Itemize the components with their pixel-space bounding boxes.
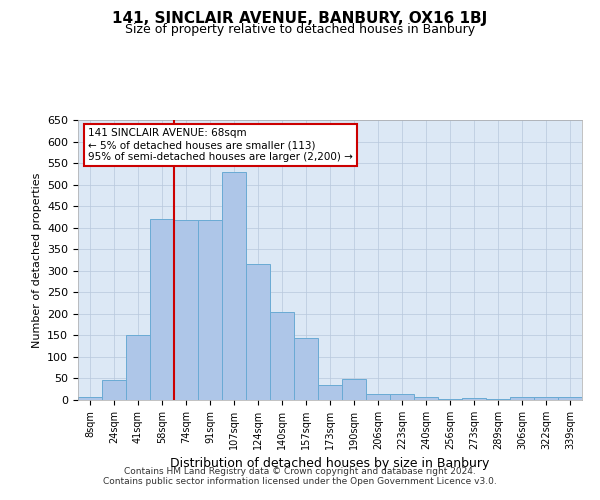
X-axis label: Distribution of detached houses by size in Banbury: Distribution of detached houses by size … (170, 458, 490, 470)
Text: Contains HM Land Registry data © Crown copyright and database right 2024.: Contains HM Land Registry data © Crown c… (124, 467, 476, 476)
Bar (150, 219, 174, 400)
Bar (414, 396, 438, 400)
Bar (318, 385, 342, 400)
Bar (462, 398, 486, 400)
Text: Contains public sector information licensed under the Open Government Licence v3: Contains public sector information licen… (103, 477, 497, 486)
Bar (486, 399, 510, 400)
Bar (270, 312, 294, 400)
Y-axis label: Number of detached properties: Number of detached properties (32, 172, 41, 348)
Bar (126, 336, 150, 400)
Bar (342, 380, 366, 400)
Bar (534, 397, 558, 400)
Bar (174, 220, 198, 400)
Bar (438, 398, 462, 400)
Text: 141, SINCLAIR AVENUE, BANBURY, OX16 1BJ: 141, SINCLAIR AVENUE, BANBURY, OX16 1BJ (112, 11, 488, 26)
Bar (222, 172, 246, 400)
Bar (366, 394, 390, 400)
Text: Size of property relative to detached houses in Banbury: Size of property relative to detached ho… (125, 22, 475, 36)
Bar (294, 338, 318, 400)
Bar (390, 394, 414, 400)
Text: 141 SINCLAIR AVENUE: 68sqm
← 5% of detached houses are smaller (113)
95% of semi: 141 SINCLAIR AVENUE: 68sqm ← 5% of detac… (88, 128, 353, 162)
Bar (102, 380, 126, 400)
Bar (78, 396, 102, 400)
Bar (246, 264, 270, 400)
Bar (510, 398, 534, 400)
Bar (558, 397, 582, 400)
Bar (198, 220, 222, 400)
